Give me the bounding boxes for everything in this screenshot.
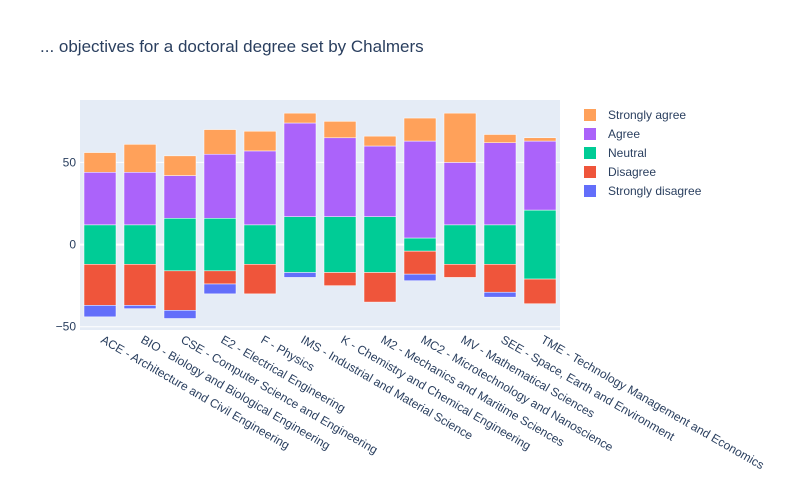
bar-disagree — [403, 250, 437, 275]
bars — [83, 112, 557, 319]
bar-strongly-disagree — [403, 273, 437, 281]
bar-agree — [483, 142, 517, 226]
bar-disagree — [323, 272, 357, 286]
legend-swatch — [584, 109, 596, 121]
bar-neutral — [403, 237, 437, 252]
legend-swatch — [584, 185, 596, 197]
x-axis-ticks: ACE - Architecture and Civil Engineering… — [99, 332, 767, 472]
bar-strongly-disagree — [123, 305, 157, 309]
grid-lines — [80, 161, 560, 328]
y-axis-ticks: −50 0 50 — [56, 155, 77, 333]
bar-agree — [203, 153, 237, 219]
bar-disagree — [83, 264, 117, 306]
bar-agree — [243, 150, 277, 226]
bar-agree — [523, 140, 557, 211]
bar-strongly-agree — [283, 112, 317, 124]
bar-disagree — [203, 270, 237, 285]
legend-label: Disagree — [608, 165, 656, 179]
bar-neutral — [283, 216, 317, 273]
bar-disagree — [163, 270, 197, 311]
bar-strongly-disagree — [83, 305, 117, 318]
legend-label: Strongly agree — [608, 108, 686, 122]
bar-strongly-agree — [483, 134, 517, 143]
bar-strongly-agree — [203, 129, 237, 155]
bar-neutral — [203, 218, 237, 272]
bar-disagree — [523, 278, 557, 304]
bar-strongly-disagree — [483, 291, 517, 298]
bar-strongly-disagree — [163, 310, 197, 319]
bar-strongly-agree — [163, 155, 197, 176]
bar-strongly-disagree — [283, 272, 317, 278]
bar-neutral — [443, 224, 477, 265]
bar-strongly-agree — [523, 137, 557, 142]
bar-strongly-agree — [123, 144, 157, 173]
legend-label: Agree — [608, 127, 640, 141]
legend-swatch — [584, 147, 596, 159]
legend-swatch — [584, 166, 596, 178]
bar-disagree — [483, 264, 517, 293]
chart-title: ... objectives for a doctoral degree set… — [40, 37, 424, 56]
bar-neutral — [363, 216, 397, 273]
bar-neutral — [323, 216, 357, 273]
bar-strongly-agree — [243, 130, 277, 152]
bar-neutral — [243, 224, 277, 265]
bar-agree — [403, 140, 437, 239]
plot-area — [80, 100, 560, 330]
bar-neutral — [483, 224, 517, 265]
legend-label: Strongly disagree — [608, 184, 702, 198]
bar-strongly-disagree — [203, 283, 237, 295]
legend-label: Neutral — [608, 146, 647, 160]
bar-agree — [123, 172, 157, 226]
y-tick-label: 0 — [69, 238, 76, 252]
y-tick-label: 50 — [63, 155, 77, 169]
bar-strongly-agree — [323, 121, 357, 139]
bar-agree — [443, 162, 477, 226]
legend-swatch — [584, 128, 596, 140]
bar-disagree — [123, 264, 157, 306]
bar-disagree — [363, 272, 397, 303]
bar-disagree — [243, 264, 277, 295]
bar-disagree — [443, 264, 477, 278]
bar-neutral — [163, 218, 197, 272]
bar-agree — [323, 137, 357, 217]
bar-strongly-agree — [363, 135, 397, 147]
bar-strongly-agree — [83, 152, 117, 173]
bar-neutral — [83, 224, 117, 265]
legend: Strongly agree Agree Neutral Disagree Strong… — [584, 108, 702, 198]
bar-agree — [283, 122, 317, 217]
bar-neutral — [123, 224, 157, 265]
y-tick-label: −50 — [56, 320, 77, 334]
bar-agree — [83, 172, 117, 226]
bar-strongly-agree — [443, 112, 477, 163]
bar-strongly-agree — [403, 117, 437, 142]
bar-agree — [163, 175, 197, 219]
bar-agree — [363, 145, 397, 217]
bar-neutral — [523, 209, 557, 280]
